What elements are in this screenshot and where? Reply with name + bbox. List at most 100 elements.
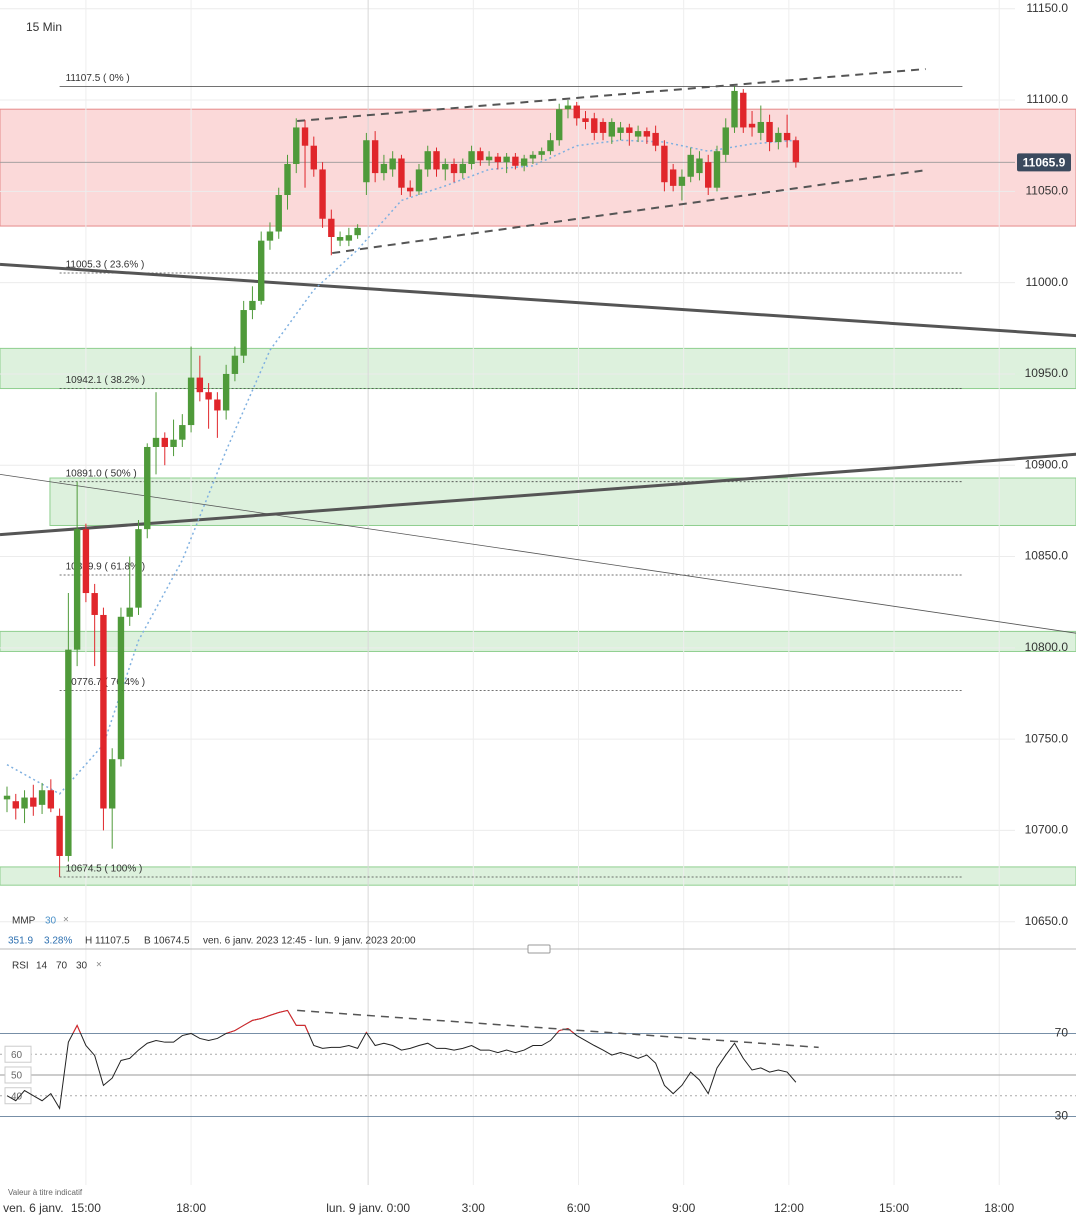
x-tick-label: 15:00	[879, 1201, 909, 1215]
zone	[0, 866, 1076, 886]
candle-body	[336, 237, 344, 241]
fib-label: 11107.5 ( 0% )	[66, 73, 130, 84]
candle-body	[687, 154, 694, 177]
trend-line	[332, 169, 926, 255]
rsi-name: RSI	[12, 961, 29, 972]
y-tick-label: 10800.0	[1025, 640, 1069, 654]
candle-body	[634, 131, 642, 137]
candle-body	[608, 121, 616, 137]
y-tick-label: 11150.0	[1026, 1, 1068, 15]
close-icon: ×	[96, 960, 102, 971]
candle-body	[503, 156, 510, 163]
candle-body	[696, 158, 703, 174]
candle-body	[117, 616, 125, 760]
rsi-tick-label: 30	[1055, 1109, 1069, 1123]
y-tick-label: 10700.0	[1025, 823, 1069, 837]
candle-body	[354, 227, 361, 236]
zone	[0, 108, 1076, 227]
candle-body	[757, 121, 765, 133]
candle-body	[520, 158, 528, 166]
rsi-level-label: 50	[11, 1071, 23, 1082]
candle-body	[205, 392, 212, 400]
candle-body	[731, 90, 738, 128]
rsi-level-label: 40	[11, 1091, 23, 1102]
rsi-level-box	[4, 1066, 32, 1084]
trend-line	[0, 473, 1076, 634]
candle-body	[494, 156, 502, 163]
last-price-label: 11065.9	[1023, 155, 1066, 169]
candle-body	[108, 759, 116, 809]
candle-body	[179, 425, 186, 440]
candle-body	[424, 151, 431, 170]
candle-body	[713, 151, 721, 188]
candle-body	[187, 377, 195, 426]
candle-body	[415, 169, 423, 192]
trend-line	[297, 68, 926, 123]
info-high: H 11107.5	[85, 936, 130, 947]
candle-body	[722, 127, 729, 155]
x-tick-label: ven. 6 janv.	[3, 1201, 63, 1215]
candle-body	[643, 131, 651, 137]
last-price-box	[1017, 153, 1071, 172]
rsi-line	[6, 1009, 797, 1110]
candle-body	[258, 240, 265, 301]
candle-body	[266, 231, 274, 241]
candle-body	[573, 105, 580, 119]
x-tick-label: 18:00	[176, 1201, 206, 1215]
candle-body	[222, 373, 230, 411]
candle-body	[792, 140, 800, 163]
candle-body	[144, 446, 151, 530]
trend-line	[0, 452, 1076, 537]
candle-body	[529, 154, 537, 159]
x-tick-label: 18:00	[984, 1201, 1014, 1215]
x-tick-label: 15:00	[71, 1201, 101, 1215]
rsi-level-box	[4, 1087, 32, 1105]
candle-body	[398, 158, 405, 188]
candle-body	[161, 437, 168, 447]
candle-body	[775, 132, 782, 143]
x-tick-label: 6:00	[567, 1201, 591, 1215]
candle-body	[442, 163, 449, 170]
candle-body	[73, 529, 81, 650]
x-tick-label: 12:00	[774, 1201, 804, 1215]
candle-body	[626, 127, 633, 133]
candle-body	[56, 815, 63, 856]
candle-body	[301, 127, 309, 146]
candle-body	[371, 140, 379, 174]
candle-body	[459, 163, 466, 174]
candle-body	[783, 132, 791, 141]
fib-label: 10839.9 ( 61.8% )	[66, 562, 145, 573]
candle-body	[310, 145, 317, 170]
x-tick-label: 9:00	[672, 1201, 696, 1215]
info-range: ven. 6 janv. 2023 12:45 - lun. 9 janv. 2…	[203, 936, 416, 947]
candle-body	[293, 127, 300, 164]
rsi-param: 70	[56, 961, 68, 972]
y-tick-label: 11100.0	[1026, 92, 1068, 106]
candle-body	[345, 235, 353, 241]
candle-body	[591, 118, 598, 133]
candle-body	[47, 790, 55, 809]
candle-body	[485, 156, 493, 161]
rsi-level-label: 60	[11, 1050, 23, 1061]
candle-body	[661, 145, 668, 183]
candle-body	[38, 790, 46, 805]
candle-body	[652, 132, 659, 146]
fib-label: 11005.3 ( 23.6% )	[66, 260, 145, 271]
candle-body	[363, 140, 370, 183]
rsi-param: 14	[36, 961, 48, 972]
candle-body	[477, 151, 484, 161]
candle-body	[450, 163, 458, 174]
candle-body	[669, 169, 677, 186]
candle-body	[240, 310, 247, 356]
x-tick-label: lun. 9 janv. 0:00	[326, 1201, 410, 1215]
candle-body	[407, 187, 414, 192]
candle-body	[740, 92, 747, 128]
panel-handle	[527, 944, 551, 954]
candle-body	[275, 195, 282, 232]
candle-body	[12, 801, 19, 809]
candle-body	[389, 158, 396, 170]
candle-body	[126, 607, 133, 617]
candle-body	[617, 127, 624, 133]
